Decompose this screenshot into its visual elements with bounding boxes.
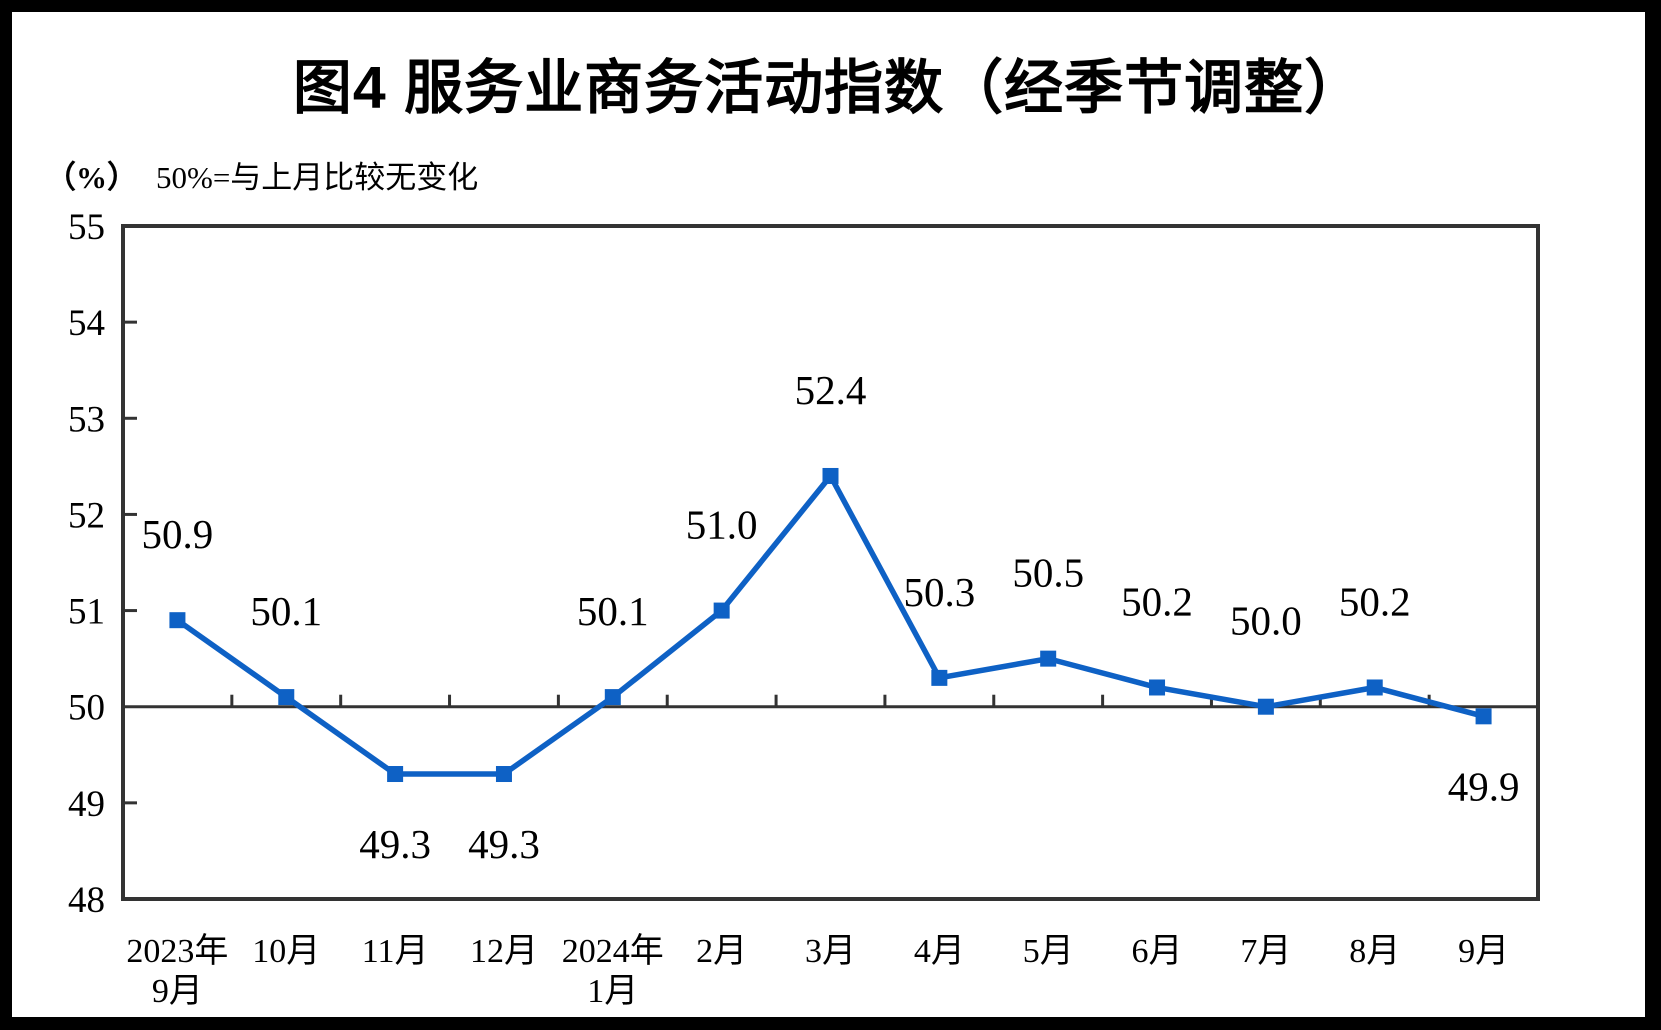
x-axis-label: 5月 (1023, 933, 1074, 970)
data-label: 49.9 (1448, 763, 1520, 809)
data-label: 50.5 (1012, 550, 1084, 596)
chart-title: 图4 服务业商务活动指数（经季节调整） (292, 55, 1365, 121)
y-axis-tick-label: 54 (68, 303, 105, 344)
x-axis-label: 8月 (1349, 933, 1400, 970)
data-point-marker (387, 766, 404, 783)
x-axis-label: 11月 (362, 933, 429, 970)
y-axis-tick-label: 49 (68, 784, 105, 825)
chart-canvas: 图4 服务业商务活动指数（经季节调整） （%） 50%=与上月比较无变化 48 49… (12, 12, 1645, 1017)
data-label: 51.0 (686, 502, 758, 548)
x-axis-label: 2月 (696, 933, 747, 970)
data-label: 49.3 (359, 821, 431, 867)
x-axis-label: 4月 (914, 933, 965, 970)
x-axis-label: 3月 (805, 933, 856, 970)
data-label: 50.0 (1230, 598, 1302, 644)
x-axis-label: 9月 (152, 973, 203, 1010)
data-label: 50.2 (1339, 578, 1411, 624)
data-point-marker (1257, 698, 1274, 715)
data-label: 49.3 (468, 821, 540, 867)
x-axis-label: 7月 (1240, 933, 1291, 970)
y-axis-tick-label: 53 (68, 399, 105, 440)
y-axis-tick-label: 48 (68, 880, 105, 921)
data-point-marker (931, 669, 948, 686)
x-axis-label: 2023年 (126, 932, 228, 970)
data-label: 50.9 (142, 511, 214, 557)
chart-subtitle: （%） 50%=与上月比较无变化 (45, 152, 478, 196)
data-point-marker (169, 612, 186, 629)
x-axis-label: 12月 (470, 933, 538, 970)
reference-note: 50%=与上月比较无变化 (156, 160, 479, 195)
x-axis-label: 2024年 (562, 932, 664, 970)
data-point-marker (1366, 679, 1383, 696)
data-label: 52.4 (795, 367, 867, 413)
data-label: 50.1 (250, 588, 322, 634)
x-axis-label: 10月 (252, 933, 320, 970)
y-axis-unit-label: （%） (45, 160, 138, 195)
data-point-marker (1475, 708, 1492, 725)
x-axis-label: 9月 (1458, 933, 1509, 970)
data-point-marker (713, 602, 730, 619)
data-point-marker (278, 689, 295, 706)
data-label: 50.2 (1121, 578, 1193, 624)
y-axis-tick-label: 50 (68, 688, 105, 729)
x-axis-label: 6月 (1132, 933, 1183, 970)
data-point-marker (495, 766, 512, 783)
data-point-marker (604, 689, 621, 706)
y-axis-tick-label: 55 (68, 207, 105, 248)
data-label: 50.1 (577, 588, 649, 634)
y-axis-tick-label: 52 (68, 495, 105, 536)
data-point-marker (1149, 679, 1166, 696)
data-point-marker (822, 467, 839, 484)
plot-frame (121, 224, 1540, 901)
data-label: 50.3 (903, 569, 975, 615)
x-axis-label: 1月 (587, 973, 638, 1010)
data-point-marker (1040, 650, 1057, 667)
y-axis-tick-label: 51 (68, 592, 105, 633)
